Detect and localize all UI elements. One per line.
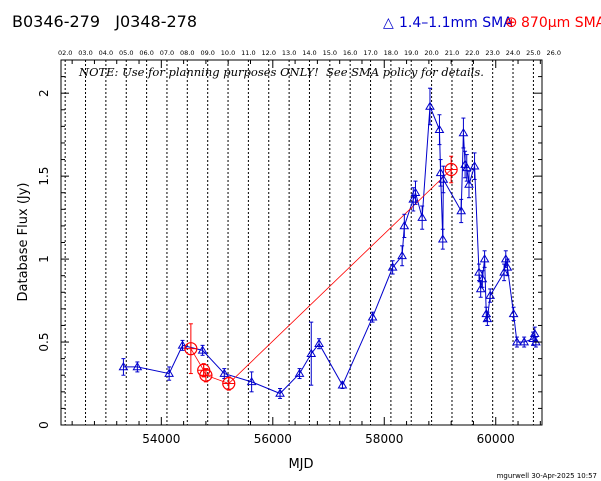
data-point-triangle: [485, 290, 496, 299]
y-tick-label: 2: [37, 89, 51, 97]
legend-sma-marker: △: [383, 15, 394, 31]
data-point-triangle: [512, 337, 522, 346]
year-tick-label: 09.0: [200, 49, 214, 57]
data-point-triangle: [387, 262, 398, 271]
data-point-triangle: [417, 212, 428, 221]
year-tick-label: 06.0: [139, 49, 153, 57]
year-tick-label: 10.0: [221, 49, 235, 57]
x-axis-label: MJD: [288, 457, 313, 472]
data-markers: [118, 101, 541, 397]
source-title: B0346-279 J0348-278: [12, 12, 197, 31]
year-tick-label: 21.0: [445, 49, 459, 57]
error-bars: [121, 87, 538, 399]
x-tick-label: 54000: [142, 432, 180, 446]
year-tick-label: 25.0: [526, 49, 540, 57]
data-point-triangle: [275, 388, 285, 397]
year-tick-label: 14.0: [302, 49, 316, 57]
year-tick-label: 18.0: [384, 49, 398, 57]
year-tick-label: 04.0: [99, 49, 113, 57]
y-tick-labels: 0 0.5 1 1.5 2: [37, 89, 51, 428]
footer-stamp: mgurwell 30-Apr-2025 10:57: [497, 472, 597, 480]
x-tick-label: 60000: [477, 432, 515, 446]
x-tick-label: 58000: [365, 432, 403, 446]
data-point-triangle: [502, 262, 513, 271]
legend-870-label: 870μm SMA: [521, 15, 601, 31]
year-tick-label: 02.0: [58, 49, 72, 57]
legend-870-marker: ⊕: [505, 13, 518, 31]
data-point-triangle: [458, 128, 469, 137]
planning-note: NOTE: Use for planning purposes ONLY! Se…: [78, 65, 484, 79]
year-tick-labels: 02.0 03.0 04.0 05.0 06.0 07.0 08.0 09.0 10.0 11.0…: [58, 49, 561, 57]
year-tick-label: 17.0: [363, 49, 377, 57]
legend: △ 1.4–1.1mm SMA ⊕ 870μm SMA: [383, 13, 601, 31]
data-point-triangle: [337, 380, 348, 389]
y-tick-label: 1.5: [37, 167, 51, 186]
data-point-triangle: [438, 174, 449, 183]
year-tick-label: 23.0: [485, 49, 499, 57]
data-point-triangle: [397, 250, 407, 260]
data-point-triangle: [499, 267, 509, 276]
x-tick-label: 56000: [254, 432, 292, 446]
data-point-triangle: [508, 308, 519, 318]
y-tick-label: 1: [37, 255, 51, 263]
year-tick-label: 12.0: [261, 49, 275, 57]
year-tick-label: 03.0: [78, 49, 92, 57]
data-point-triangle: [530, 337, 541, 346]
data-point-triangle: [246, 376, 257, 386]
data-point-triangle: [118, 361, 129, 371]
data-point-triangle: [177, 340, 188, 349]
data-point-triangle: [437, 234, 448, 243]
data-point-triangle: [399, 220, 410, 230]
year-tick-label: 11.0: [241, 49, 255, 57]
data-point-triangle: [456, 205, 467, 215]
year-tick-label: 15.0: [323, 49, 337, 57]
year-tick-label: 19.0: [404, 49, 418, 57]
data-point-triangle: [306, 348, 317, 357]
data-point-triangle: [425, 101, 435, 110]
data-point-triangle: [314, 338, 324, 348]
data-point-triangle: [479, 254, 490, 263]
year-tick-label: 20.0: [424, 49, 438, 57]
data-point-triangle: [464, 179, 474, 188]
year-tick-label: 05.0: [119, 49, 133, 57]
x-tick-labels: 54000 56000 58000 60000: [142, 432, 515, 446]
data-point-triangle: [435, 167, 446, 177]
y-axis-label: Database Flux (Jy): [16, 183, 31, 302]
data-point-triangle: [475, 283, 486, 293]
data-point-triangle: [529, 328, 540, 338]
data-point-triangle: [294, 368, 305, 377]
data-point-triangle: [482, 313, 493, 323]
data-point-triangle: [434, 124, 445, 133]
series-line: [123, 106, 537, 395]
year-tick-label: 26.0: [547, 49, 561, 57]
year-tick-label: 07.0: [160, 49, 174, 57]
data-point-triangle: [408, 194, 419, 203]
data-point-triangle: [500, 254, 511, 263]
data-point-triangle: [197, 345, 208, 354]
data-point-triangle: [367, 312, 378, 321]
year-gridlines: [64, 60, 534, 425]
data-point-triangle: [164, 368, 175, 377]
data-point-triangle: [469, 161, 480, 170]
data-point-triangle: [461, 162, 472, 172]
data-point-triangle: [477, 274, 488, 283]
axis-ticks: [61, 59, 542, 426]
year-tick-label: 08.0: [180, 49, 194, 57]
data-point-triangle: [132, 361, 143, 371]
y-tick-label: 0.5: [37, 332, 51, 351]
data-point-triangle: [219, 368, 230, 377]
year-tick-label: 13.0: [282, 49, 296, 57]
data-point-triangle: [481, 308, 492, 318]
y-tick-label: 0: [37, 421, 51, 429]
year-tick-label: 16.0: [343, 49, 357, 57]
year-tick-label: 22.0: [465, 49, 479, 57]
year-tick-label: 24.0: [506, 49, 520, 57]
data-point-triangle: [410, 187, 421, 197]
data-point-triangle: [474, 267, 484, 276]
data-point-triangle: [519, 337, 530, 346]
data-point-triangle: [528, 333, 538, 343]
legend-sma-label: 1.4–1.1mm SMA: [399, 15, 513, 31]
